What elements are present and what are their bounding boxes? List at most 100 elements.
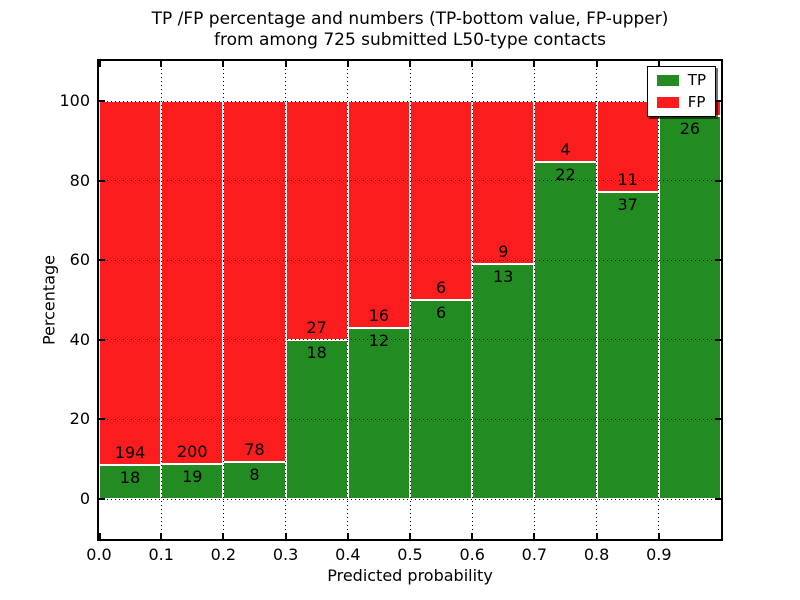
y-tick-label: 100 [59,91,90,110]
tp-bar-segment [223,461,286,499]
horizontal-gridline [99,498,721,500]
tp-count-label: 13 [493,266,514,286]
y-tick-label: 20 [69,409,90,429]
legend-row: FP [656,93,706,111]
y-tick-label: 0 [79,489,90,508]
tp-count-label: 26 [679,118,701,138]
y-tick-mark [715,418,721,421]
x-tick-mark [471,533,474,539]
y-tick-mark [715,338,721,341]
legend-row: TP [656,71,706,89]
y-axis-label: Percentage [39,254,59,346]
fp-bar-segment [472,101,535,264]
y-tick-mark [99,418,105,421]
fp-bar-segment [223,101,286,462]
chart-title: TP /FP percentage and numbers (TP-bottom… [10,9,800,51]
y-tick-mark [99,179,105,182]
x-tick-mark [160,533,163,539]
x-tick-label: 0.1 [148,545,174,564]
tp-count-label: 18 [119,468,141,488]
y-tick-mark [715,179,721,182]
x-tick-mark [533,533,536,539]
fp-count-label: 78 [244,439,265,459]
horizontal-gridline [99,259,721,261]
tp-bar-segment [596,192,659,499]
fp-count-label: 4 [560,140,571,160]
vertical-gridline [409,61,411,539]
tp-count-label: 22 [555,165,576,185]
fp-count-label: 200 [177,442,208,462]
legend-label: FP [687,93,706,111]
y-tick-mark [715,498,721,500]
legend-label: TP [687,71,706,89]
y-tick-mark [715,100,721,102]
fp-count-label: 11 [617,170,638,190]
tp-bar-segment [99,465,162,499]
vertical-gridline [160,61,162,539]
fp-bar-segment [99,101,162,466]
x-tick-mark [99,61,101,67]
tp-bar-segment [472,263,535,499]
tp-count-label: 8 [249,464,260,484]
x-tick-mark [346,61,349,67]
x-tick-label: 0.4 [335,545,361,564]
x-tick-mark [657,533,660,539]
y-tick-mark [99,259,105,262]
vertical-gridline [596,61,598,539]
horizontal-gridline [99,100,721,102]
fp-bar-segment [347,101,410,329]
x-tick-mark [409,533,411,539]
tp-bar-segment [658,115,721,499]
plot-area: 194 18 200 19 78 8 27 18 16 12 6 6 9 13 4 22 11 37 26 TP FP [97,59,723,541]
x-tick-mark [409,61,411,67]
x-tick-label: 0.9 [646,545,672,564]
x-tick-mark [657,61,660,67]
fp-count-label: 27 [306,317,327,337]
x-tick-mark [595,533,598,539]
fp-count-label: 194 [114,443,146,463]
x-tick-mark [346,533,349,539]
vertical-gridline [347,61,349,539]
tp-count-label: 18 [306,342,327,362]
x-tick-label: 0.7 [521,545,548,564]
horizontal-gridline [99,339,721,341]
legend-swatch-tp-icon [656,75,679,86]
chart-title-line1: TP /FP percentage and numbers (TP-bottom… [151,9,669,29]
x-tick-label: 0.2 [210,545,237,564]
legend: TP FP [646,66,716,117]
x-axis-label: Predicted probability [327,566,493,585]
y-tick-mark [99,100,105,102]
x-tick-mark [222,533,225,539]
x-tick-mark [284,533,287,539]
vertical-gridline [285,61,287,539]
tp-count-label: 37 [617,195,638,215]
fp-bar-segment [534,101,597,163]
tp-count-label: 6 [436,303,447,322]
x-tick-mark [222,61,225,67]
vertical-gridline [471,61,473,539]
chart-title-line2: from among 725 submitted L50-type contac… [214,30,606,50]
y-tick-mark [99,498,105,500]
vertical-gridline [658,61,660,539]
x-tick-mark [471,61,474,67]
fp-count-label: 6 [436,278,447,297]
x-tick-label: 0.5 [397,545,423,564]
x-tick-mark [284,61,287,67]
x-tick-label: 0.0 [86,545,112,564]
x-tick-mark [160,61,163,67]
tp-count-label: 12 [368,331,390,351]
tp-bar-segment [161,464,224,499]
x-tick-mark [99,533,101,539]
fp-bar-segment [161,101,224,465]
legend-swatch-fp-icon [656,97,679,108]
x-tick-mark [595,61,598,67]
horizontal-gridline [99,418,721,420]
vertical-gridline [222,61,224,539]
horizontal-gridline [99,180,721,182]
x-tick-label: 0.8 [583,545,610,564]
x-tick-label: 0.6 [459,545,485,564]
vertical-gridline [533,61,535,539]
x-tick-mark [533,61,536,67]
fp-count-label: 9 [498,241,509,261]
tp-count-label: 19 [182,467,203,487]
